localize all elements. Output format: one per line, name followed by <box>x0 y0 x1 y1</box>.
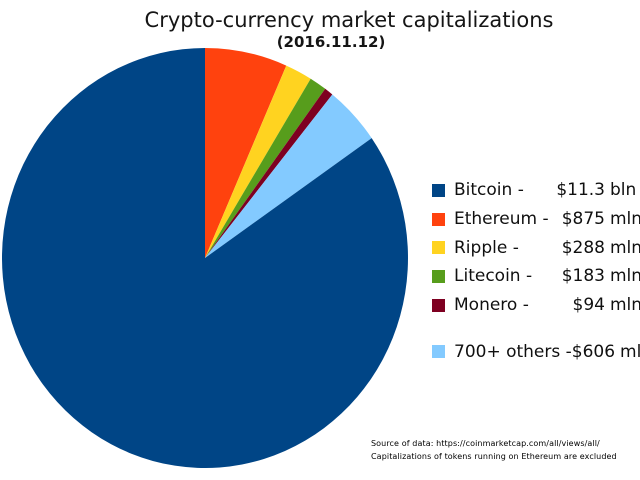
legend-amount: $288 <box>561 237 605 258</box>
legend-label: Ethereum - <box>454 209 549 230</box>
legend-amount: $875 <box>561 209 605 230</box>
legend-unit: mln <box>610 266 640 287</box>
legend-amount: $94 <box>572 295 605 316</box>
pie-slice-bitcoin <box>2 48 408 468</box>
legend-item-ethereum: Ethereum - $875 mln <box>432 205 640 234</box>
source-line-2: Capitalizations of tokens running on Eth… <box>371 451 617 461</box>
legend-color-swatch <box>432 183 445 197</box>
source-note: Source of data: https://coinmarketcap.co… <box>371 438 617 463</box>
legend-item-ripple: Ripple - $288 mln <box>432 233 640 262</box>
pie-slice-ripple <box>205 65 311 258</box>
legend-item-bitcoin: Bitcoin - $11.3 bln <box>432 176 640 205</box>
legend-color-swatch <box>432 345 445 359</box>
chart-subtitle: (2016.11.12) <box>276 33 386 51</box>
legend-color-swatch <box>432 298 445 312</box>
legend-color-swatch <box>432 212 445 226</box>
pie-slice-700-others <box>205 94 372 258</box>
legend-color-swatch <box>432 269 445 283</box>
legend-amount: $11.3 <box>556 180 605 201</box>
legend-item-700-others: 700+ others - $606 mln <box>432 337 640 366</box>
legend-label: Litecoin - <box>454 266 533 287</box>
legend-unit: mln <box>610 295 640 316</box>
legend-label: Monero - <box>454 295 529 316</box>
legend-unit: mln <box>610 209 640 230</box>
pie-slice-monero <box>205 88 333 258</box>
legend-label: Bitcoin - <box>454 180 524 201</box>
chart-title: Crypto-currency market capitalizations <box>144 8 554 32</box>
pie-slice-ethereum <box>205 48 287 258</box>
legend-amount: $183 <box>561 266 605 287</box>
pie-chart <box>2 48 408 468</box>
legend: Bitcoin - $11.3 bln Ethereum - $875 mln … <box>432 176 640 366</box>
legend-amount: $606 <box>571 341 616 362</box>
legend-item-monero: Monero - $94 mln <box>432 291 640 320</box>
legend-color-swatch <box>432 241 445 255</box>
source-line-1: Source of data: https://coinmarketcap.co… <box>371 439 600 448</box>
legend-unit: bln <box>610 180 637 201</box>
legend-label: 700+ others - <box>454 341 572 362</box>
legend-unit: mln <box>620 341 640 362</box>
legend-unit: mln <box>610 237 640 258</box>
legend-label: Ripple - <box>454 237 519 258</box>
legend-item-litecoin: Litecoin - $183 mln <box>432 262 640 291</box>
pie-slice-litecoin <box>205 78 326 258</box>
